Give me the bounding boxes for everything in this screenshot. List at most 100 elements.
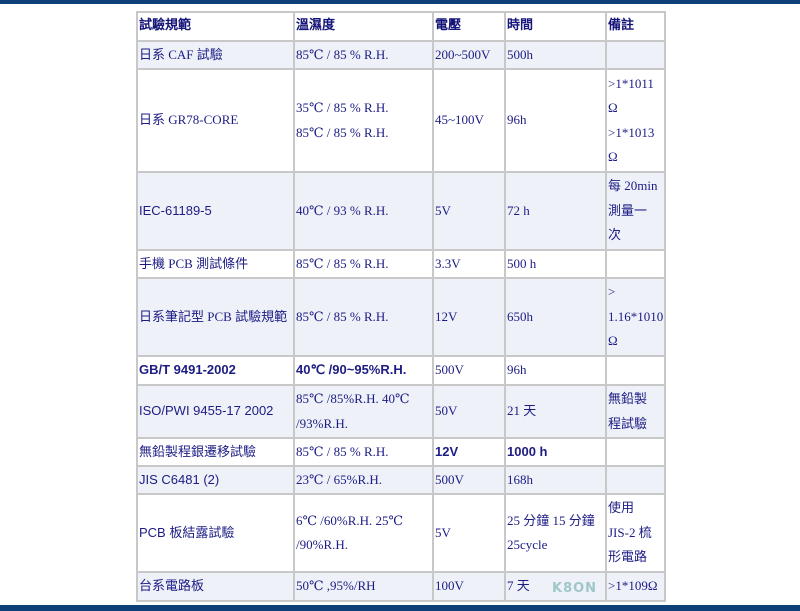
cell-line: 25 分鐘 15 分鐘	[507, 512, 595, 528]
cell-line: 12V	[435, 308, 458, 324]
table-cell: 35℃ / 85 % R.H. 85℃ / 85 % R.H.	[293, 68, 434, 173]
cell-line: Ω	[608, 100, 618, 115]
table-cell: 500h	[504, 40, 607, 70]
table-cell: 無鉛製 程試驗	[605, 384, 666, 439]
table-row: 台系電路板 50℃ ,95%/RH 100V 7 天 >1*109Ω	[136, 571, 666, 602]
cell-line: 500V	[435, 471, 464, 487]
table-cell: 85℃ / 85 % R.H.	[293, 437, 434, 467]
cell-line: IEC-61189-5	[139, 202, 212, 218]
table-cell: 650h	[504, 277, 607, 357]
cell-line: 5V	[435, 202, 451, 218]
cell-line: 500 h	[507, 255, 537, 271]
table-cell: 500V	[432, 465, 506, 495]
cell-line: 形電路	[608, 549, 648, 565]
cell-line: 7 天	[507, 578, 530, 594]
header-cell: 溫濕度	[293, 11, 434, 42]
cell-line: 96h	[507, 112, 527, 128]
table-cell: 6℃ /60%R.H. 25℃ /90%R.H.	[293, 493, 434, 573]
table-row: 日系 CAF 試驗 85℃ / 85 % R.H. 200~500V 500h	[136, 40, 666, 70]
cell-line: 6℃ /60%R.H. 25℃	[296, 512, 404, 528]
table-cell: 40℃ / 93 % R.H.	[293, 171, 434, 251]
table-cell: 日系筆記型 PCB 試驗規範	[136, 277, 295, 357]
table-row: IEC-61189-5 40℃ / 93 % R.H. 5V 72 h 每 20min 測…	[136, 171, 666, 251]
table-cell: 每 20min 測量一次	[605, 171, 666, 251]
table-cell: 台系電路板	[136, 571, 295, 602]
table-cell: GB/T 9491-2002	[136, 355, 295, 386]
header-cell: 備註	[605, 11, 666, 42]
cell-line: 12V	[435, 443, 459, 459]
cell-line: 無鉛製程銀遷移試驗	[139, 443, 257, 459]
table-cell: 500 h	[504, 249, 607, 279]
table-cell: 7 天	[504, 571, 607, 602]
cell-line: ISO/PWI 9455-17 2002	[139, 403, 274, 419]
table-cell	[605, 465, 666, 495]
cell-line: GB/T 9491-2002	[139, 362, 236, 378]
table-cell: 45~100V	[432, 68, 506, 173]
cell-line: 85℃ / 85 % R.H.	[296, 308, 389, 324]
cell-line: 21 天	[507, 403, 537, 419]
top-bar	[0, 0, 800, 4]
table-row: JIS C6481 (2) 23℃ / 65%R.H. 500V 168h	[136, 465, 666, 495]
table-cell: 85℃ / 85 % R.H.	[293, 249, 434, 279]
cell-line: 使用	[608, 500, 635, 516]
cell-line: 85℃ / 85 % R.H.	[296, 46, 389, 62]
table-cell: >1*1011 Ω >1*1013 Ω	[605, 68, 666, 173]
cell-line: >	[608, 284, 616, 300]
table-cell: ISO/PWI 9455-17 2002	[136, 384, 295, 439]
table-cell: JIS C6481 (2)	[136, 465, 295, 495]
bottom-bar	[0, 605, 800, 611]
cell-line: 35℃ / 85 % R.H.	[296, 100, 389, 115]
table-cell	[605, 437, 666, 467]
table-cell: 12V	[432, 437, 506, 467]
cell-line: /93%R.H.	[296, 415, 348, 431]
table-cell: 72 h	[504, 171, 607, 251]
cell-line: 無鉛製	[608, 391, 648, 406]
cell-line: 程試驗	[608, 415, 648, 431]
cell-line: 85℃ / 85 % R.H.	[296, 443, 389, 459]
table-row: GB/T 9491-2002 40℃ /90~95%R.H. 500V 96h	[136, 355, 666, 386]
table-cell: 日系 GR78-CORE	[136, 68, 295, 173]
table-cell	[605, 355, 666, 386]
table-cell: 手機 PCB 測試條件	[136, 249, 295, 279]
cell-line: 25cycle	[507, 537, 548, 552]
table-row: 日系筆記型 PCB 試驗規範 85℃ / 85 % R.H. 12V 650h >1.1…	[136, 277, 666, 357]
cell-line: 72 h	[507, 202, 530, 218]
cell-line: JIS C6481 (2)	[139, 471, 220, 487]
cell-line: PCB 板結露試驗	[139, 524, 235, 540]
cell-line: 5V	[435, 524, 451, 540]
cell-line: Ω	[608, 333, 618, 349]
table-cell: 5V	[432, 493, 506, 573]
cell-line: 日系 CAF 試驗	[139, 46, 223, 62]
cell-line: 85℃ / 85 % R.H.	[296, 255, 389, 271]
cell-line: 40℃ / 93 % R.H.	[296, 202, 389, 218]
header-cell: 時間	[504, 11, 607, 42]
cell-line: 500h	[507, 46, 533, 62]
table-cell: >1*109Ω	[605, 571, 666, 602]
cell-line: 650h	[507, 308, 533, 324]
header-cell: 電壓	[432, 11, 506, 42]
table-row: 日系 GR78-CORE 35℃ / 85 % R.H. 85℃ / 85 % R.…	[136, 68, 666, 173]
cell-line: 168h	[507, 471, 533, 487]
cell-line: 96h	[507, 362, 527, 378]
watermark-logo: K8ON	[552, 581, 598, 596]
table-cell: 500V	[432, 355, 506, 386]
cell-line: 3.3V	[435, 255, 461, 271]
table-cell: 200~500V	[432, 40, 506, 70]
cell-line: 85℃ /85%R.H. 40℃	[296, 391, 410, 406]
cell-line: 45~100V	[435, 112, 484, 128]
table-cell: 3.3V	[432, 249, 506, 279]
cell-line: 85℃ / 85 % R.H.	[296, 124, 389, 140]
cell-line: >1*109Ω	[608, 578, 658, 594]
cell-line: 50V	[435, 403, 458, 419]
test-spec-table: 試驗規範 溫濕度 電壓 時間 備註 日系 CAF 試驗 85℃ / 85 % R.…	[136, 11, 666, 602]
cell-line: 23℃ / 65%R.H.	[296, 471, 383, 487]
table-cell: 無鉛製程銀遷移試驗	[136, 437, 295, 467]
header-cell: 試驗規範	[136, 11, 295, 42]
table-row: PCB 板結露試驗 6℃ /60%R.H. 25℃ /90%R.H. 5V 25 分鐘 …	[136, 493, 666, 573]
table-cell: 5V	[432, 171, 506, 251]
cell-line: >1*1011	[608, 75, 654, 91]
table-cell: 25 分鐘 15 分鐘 25cycle	[504, 493, 607, 573]
cell-line: 每 20min	[608, 178, 658, 194]
table-cell: 85℃ / 85 % R.H.	[293, 40, 434, 70]
table-cell: 96h	[504, 68, 607, 173]
